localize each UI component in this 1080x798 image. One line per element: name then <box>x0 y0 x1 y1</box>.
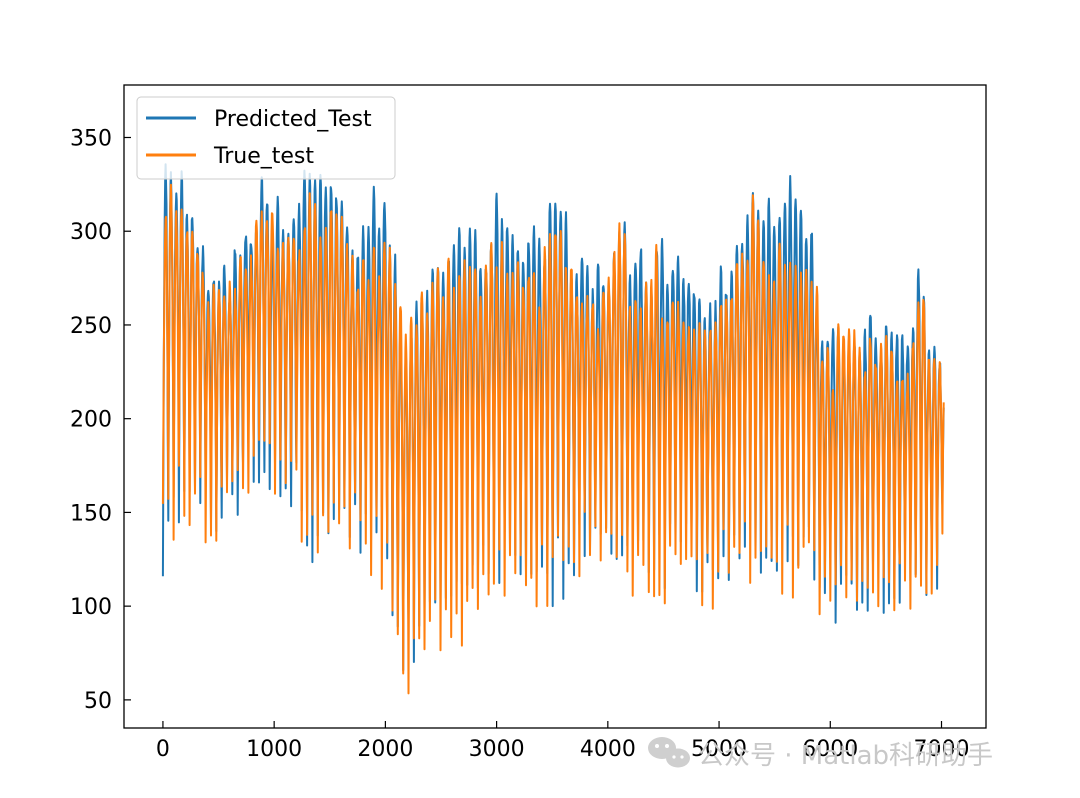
watermark: 公众号 · Matlab科研助手 <box>648 737 993 771</box>
series-layer <box>161 163 945 695</box>
wechat-icon <box>648 737 690 768</box>
y-tick-label: 150 <box>70 501 112 526</box>
watermark-text: 公众号 · Matlab科研助手 <box>698 741 993 771</box>
x-tick-label: 4000 <box>580 737 636 762</box>
series-line-true-test <box>161 183 945 695</box>
x-tick-label: 3000 <box>469 737 525 762</box>
x-tick-label: 0 <box>156 737 170 762</box>
x-tick-label: 2000 <box>357 737 413 762</box>
x-tick-label: 7000 <box>914 737 970 762</box>
legend: Predicted_Test True_test <box>136 96 396 180</box>
plot-frame <box>123 84 987 729</box>
y-axis: 50 100 150 200 250 300 350 <box>70 126 131 714</box>
x-tick-label: 5000 <box>691 737 747 762</box>
x-tick-label: 6000 <box>802 737 858 762</box>
y-tick-label: 350 <box>70 126 112 151</box>
legend-label-predicted-test: Predicted_Test <box>214 107 372 132</box>
x-axis: 0 1000 2000 3000 4000 5000 6000 7000 <box>156 721 970 762</box>
legend-label-true-test: True_test <box>213 144 314 169</box>
y-tick-label: 100 <box>70 595 112 620</box>
y-tick-label: 300 <box>70 220 112 245</box>
legend-box <box>136 96 396 180</box>
x-tick-label: 1000 <box>246 737 302 762</box>
y-tick-label: 200 <box>70 408 112 433</box>
y-tick-label: 250 <box>70 314 112 339</box>
y-tick-label: 50 <box>84 689 112 714</box>
